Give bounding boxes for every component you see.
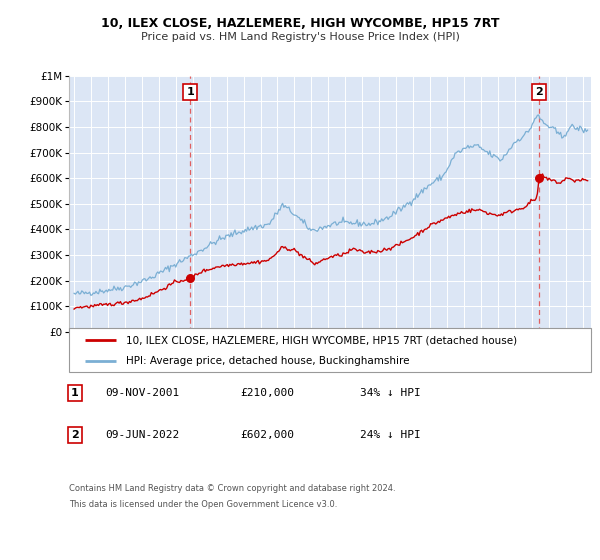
Text: HPI: Average price, detached house, Buckinghamshire: HPI: Average price, detached house, Buck… <box>127 356 410 366</box>
Text: £210,000: £210,000 <box>240 388 294 398</box>
Text: 1: 1 <box>71 388 79 398</box>
Text: 10, ILEX CLOSE, HAZLEMERE, HIGH WYCOMBE, HP15 7RT (detached house): 10, ILEX CLOSE, HAZLEMERE, HIGH WYCOMBE,… <box>127 335 518 345</box>
Text: 24% ↓ HPI: 24% ↓ HPI <box>360 430 421 440</box>
Point <box>535 173 544 182</box>
Text: 2: 2 <box>535 87 543 97</box>
Text: 1: 1 <box>187 87 194 97</box>
FancyBboxPatch shape <box>69 328 591 372</box>
Text: 10, ILEX CLOSE, HAZLEMERE, HIGH WYCOMBE, HP15 7RT: 10, ILEX CLOSE, HAZLEMERE, HIGH WYCOMBE,… <box>101 17 499 30</box>
Text: This data is licensed under the Open Government Licence v3.0.: This data is licensed under the Open Gov… <box>69 500 337 508</box>
Text: £602,000: £602,000 <box>240 430 294 440</box>
Text: Contains HM Land Registry data © Crown copyright and database right 2024.: Contains HM Land Registry data © Crown c… <box>69 484 395 493</box>
Text: 2: 2 <box>71 430 79 440</box>
Point <box>185 274 195 283</box>
Text: 34% ↓ HPI: 34% ↓ HPI <box>360 388 421 398</box>
Text: Price paid vs. HM Land Registry's House Price Index (HPI): Price paid vs. HM Land Registry's House … <box>140 32 460 43</box>
Text: 09-JUN-2022: 09-JUN-2022 <box>105 430 179 440</box>
Text: 09-NOV-2001: 09-NOV-2001 <box>105 388 179 398</box>
